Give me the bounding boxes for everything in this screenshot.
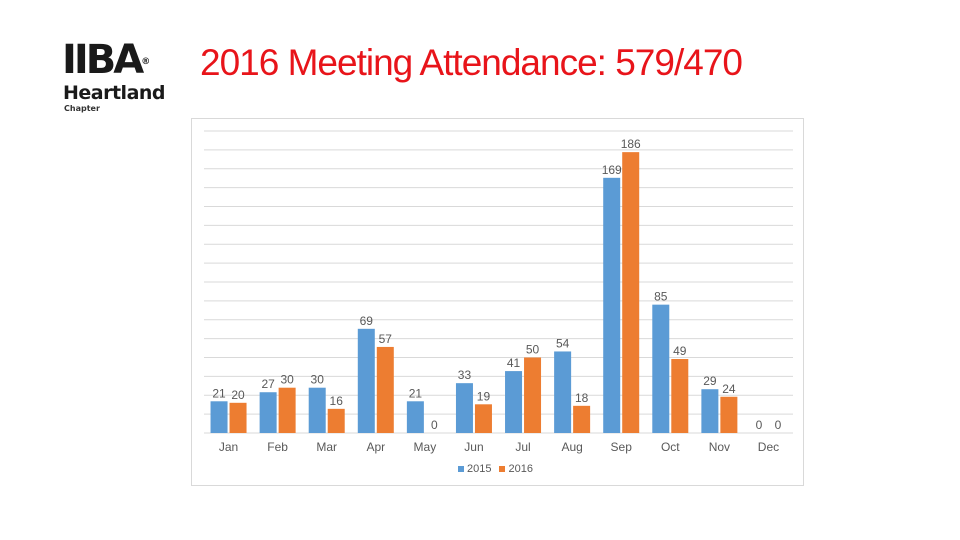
logo-word: Heartland [63, 82, 166, 104]
data-label-2015-may: 21 [409, 386, 423, 400]
legend-label-2015: 2015 [467, 463, 492, 475]
data-label-2015-dec: 0 [756, 418, 763, 432]
chart-area: 21 20 Jan 27 30 Feb 30 16 Mar 69 57 Apr 21 0 May 33 19 Ju… [191, 118, 804, 486]
data-label-2015-mar: 30 [311, 373, 325, 387]
bar-2016-sep [622, 152, 640, 433]
data-label-2016-jan: 20 [231, 388, 245, 402]
x-tick-label: Jun [464, 440, 483, 454]
data-label-2015-feb: 27 [261, 377, 275, 391]
bar-2015-aug [554, 351, 572, 433]
data-label-2015-aug: 54 [556, 336, 570, 350]
x-tick-label: Mar [316, 440, 337, 454]
x-tick-label: Aug [561, 440, 582, 454]
chart-legend: 2015 2016 [458, 463, 533, 475]
bar-2016-jul [524, 357, 542, 433]
bar-2015-apr [357, 328, 375, 433]
bar-2015-jun [455, 383, 473, 433]
bar-2015-oct [652, 304, 670, 433]
data-label-2016-nov: 24 [722, 382, 736, 396]
data-label-2015-jan: 21 [212, 386, 226, 400]
legend-label-2016: 2016 [508, 463, 533, 475]
data-label-2015-jun: 33 [458, 368, 472, 382]
bar-2016-jan [229, 402, 247, 433]
legend-swatch-2015 [458, 466, 464, 472]
data-label-2016-oct: 49 [673, 344, 687, 358]
bar-chart: 21 20 Jan 27 30 Feb 30 16 Mar 69 57 Apr 21 0 May 33 19 Ju… [204, 130, 793, 454]
data-label-2015-sep: 169 [602, 163, 622, 177]
data-label-2016-may: 0 [431, 418, 438, 432]
x-tick-label: Apr [366, 440, 385, 454]
x-tick-label: Dec [758, 440, 779, 454]
data-label-2016-aug: 18 [575, 391, 589, 405]
legend-item-2016: 2016 [499, 463, 533, 475]
bar-2016-oct [671, 359, 689, 433]
legend-swatch-2016 [499, 466, 506, 472]
iiba-heartland-logo: IIBA® Heartland Chapter [62, 40, 182, 115]
data-label-2015-apr: 69 [360, 314, 374, 328]
bar-2015-jan [210, 401, 228, 433]
bar-2015-jul [505, 371, 523, 433]
data-label-2016-dec: 0 [775, 418, 782, 432]
logo-subtitle: Chapter [64, 104, 100, 113]
legend-item-2015: 2015 [458, 463, 491, 475]
data-label-2016-feb: 30 [280, 373, 294, 387]
bar-2016-jun [474, 404, 492, 433]
data-label-2016-sep: 186 [621, 137, 641, 151]
data-label-2015-oct: 85 [654, 290, 668, 304]
data-label-2016-jun: 19 [477, 389, 491, 403]
logo-registered-mark: ® [141, 57, 151, 67]
x-tick-label: Sep [611, 440, 633, 454]
slide-title: 2016 Meeting Attendance: 579/470 [200, 42, 743, 83]
x-tick-label: Feb [267, 440, 288, 454]
bar-2015-may [406, 401, 424, 433]
x-tick-label: Nov [709, 440, 730, 454]
data-label-2015-nov: 29 [703, 374, 717, 388]
data-label-2016-jul: 50 [526, 343, 540, 357]
x-tick-label: Jul [515, 440, 530, 454]
x-tick-label: Oct [661, 440, 680, 454]
x-tick-label: Jan [219, 440, 238, 454]
logo-mark-text: IIBA [62, 37, 144, 83]
bar-2016-nov [720, 396, 738, 433]
data-label-2015-jul: 41 [507, 356, 521, 370]
logo-mark: IIBA® [62, 40, 150, 80]
bar-2016-aug [573, 405, 591, 433]
bar-2015-sep [603, 177, 621, 433]
bar-2015-mar [308, 387, 326, 433]
bar-2016-mar [327, 408, 345, 433]
data-label-2016-mar: 16 [330, 394, 344, 408]
x-tick-label: May [414, 440, 437, 454]
bar-2015-nov [701, 389, 719, 433]
bar-2016-feb [278, 387, 296, 433]
bar-2016-apr [376, 346, 394, 433]
bar-2015-feb [259, 392, 277, 433]
data-label-2016-apr: 57 [379, 332, 393, 346]
